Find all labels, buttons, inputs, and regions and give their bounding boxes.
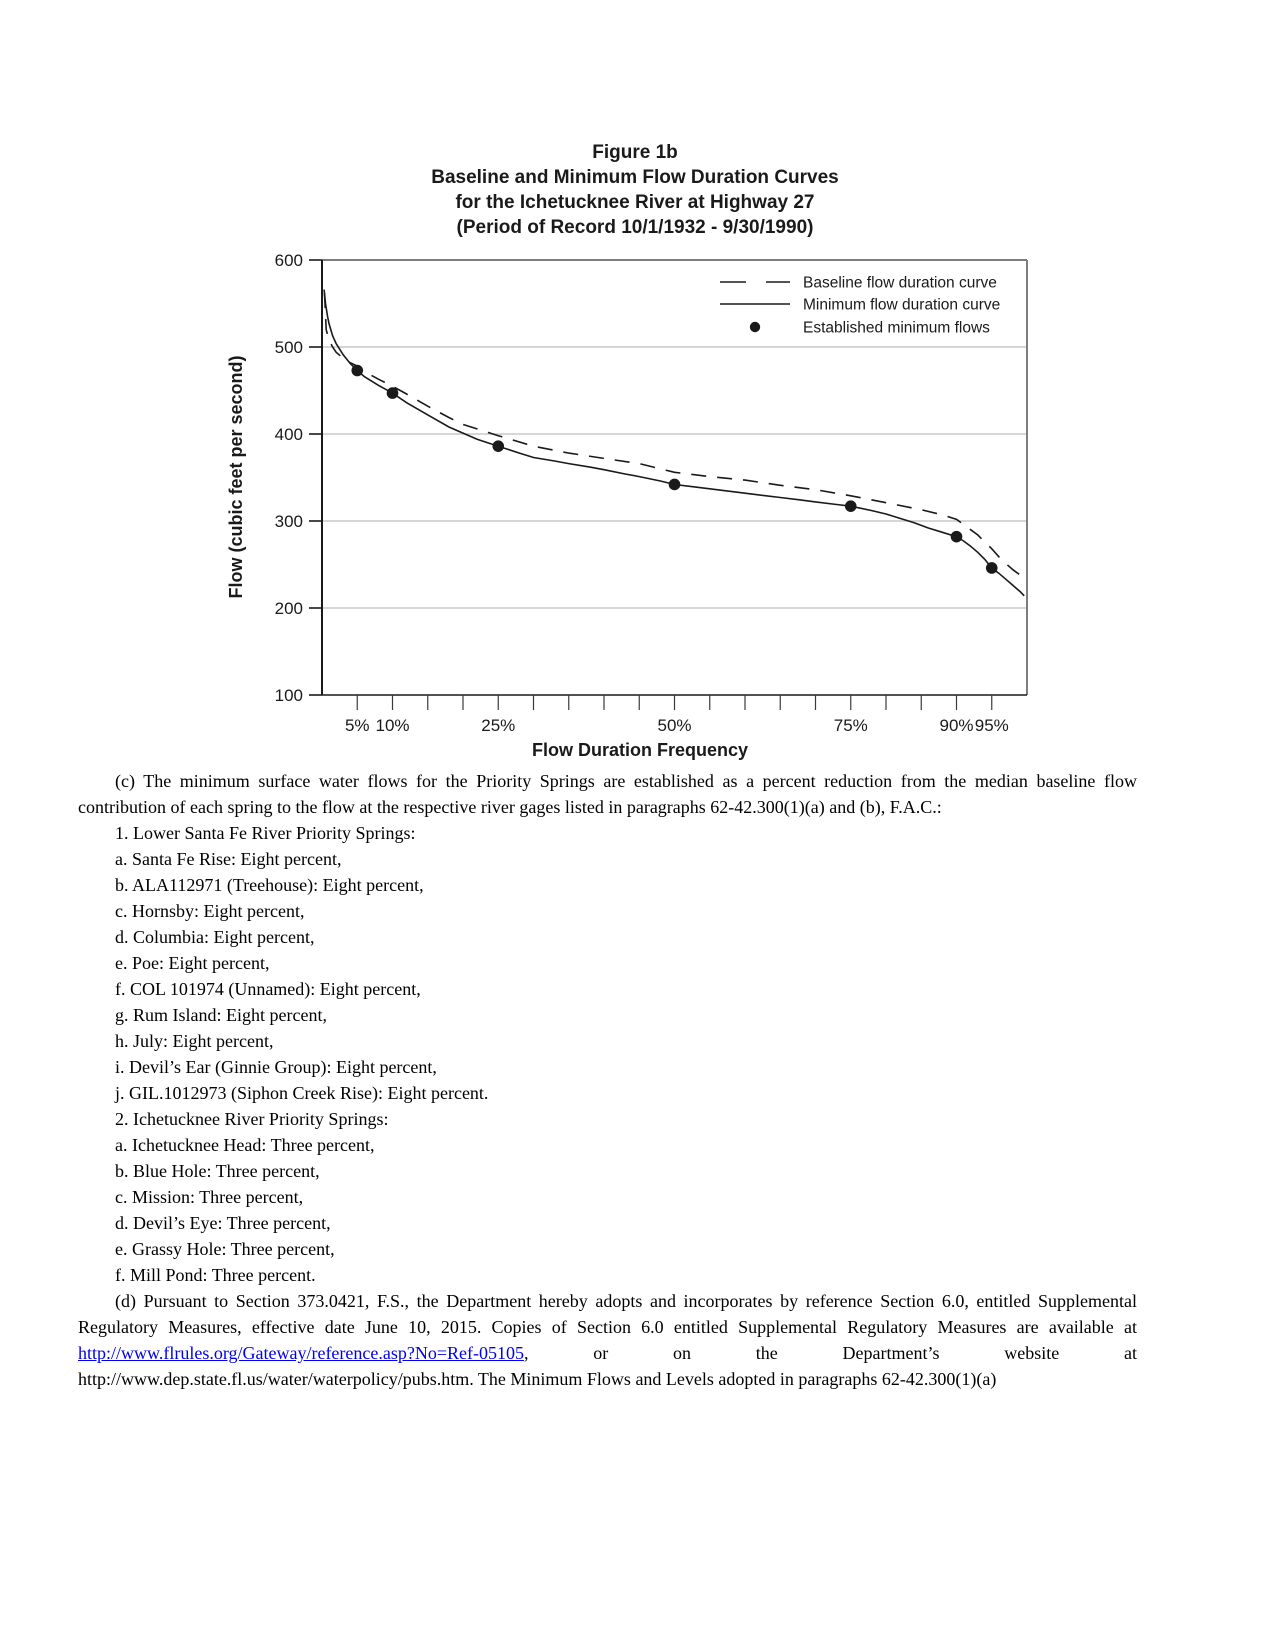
minimum-flow-dot bbox=[668, 478, 681, 491]
figure-title-line-3: for the Ichetucknee River at Highway 27 bbox=[455, 192, 815, 213]
body-text: (c) The minimum surface water flows for … bbox=[78, 768, 1137, 1392]
minimum-flow-dot bbox=[351, 364, 364, 377]
list-item: i. Devil’s Ear (Ginnie Group): Eight per… bbox=[115, 1057, 437, 1077]
x-axis-label: Flow Duration Frequency bbox=[532, 740, 748, 760]
list-item: a. Santa Fe Rise: Eight percent, bbox=[115, 849, 342, 869]
figure-1b: Figure 1b Baseline and Minimum Flow Dura… bbox=[222, 140, 1048, 773]
y-tick-label: 400 bbox=[275, 425, 303, 444]
list-item: a. Ichetucknee Head: Three percent, bbox=[115, 1135, 375, 1155]
y-tick-label: 100 bbox=[275, 686, 303, 705]
y-tick-label: 600 bbox=[275, 251, 303, 270]
y-axis-label: Flow (cubic feet per second) bbox=[226, 355, 246, 598]
minimum-flow-dot bbox=[985, 562, 998, 574]
flow-duration-chart: Flow (cubic feet per second) Flow Durati… bbox=[226, 251, 1028, 760]
list-item: h. July: Eight percent, bbox=[115, 1031, 274, 1051]
paragraph-d-text-after-link: , or on the Department’s website at http… bbox=[78, 1343, 1137, 1389]
list-item: 1. Lower Santa Fe River Priority Springs… bbox=[115, 823, 416, 843]
list-item: c. Hornsby: Eight percent, bbox=[115, 901, 305, 921]
x-tick-label: 95% bbox=[975, 716, 1009, 735]
baseline-flow-curve bbox=[323, 293, 1025, 580]
list-item: 2. Ichetucknee River Priority Springs: bbox=[115, 1109, 389, 1129]
list-item: e. Grassy Hole: Three percent, bbox=[115, 1239, 335, 1259]
y-tick-label: 200 bbox=[275, 599, 303, 618]
x-tick-label: 25% bbox=[481, 716, 515, 735]
x-tick-label: 5% bbox=[345, 716, 370, 735]
x-tick-label: 50% bbox=[657, 716, 691, 735]
legend-label: Minimum flow duration curve bbox=[803, 297, 1000, 314]
minimum-flow-dot bbox=[844, 500, 857, 513]
x-tick-label: 75% bbox=[834, 716, 868, 735]
list-item: f. Mill Pond: Three percent. bbox=[115, 1265, 316, 1285]
established-minimum-flows-dots bbox=[351, 364, 998, 574]
list-item: b. Blue Hole: Three percent, bbox=[115, 1161, 320, 1181]
list-item: j. GIL.1012973 (Siphon Creek Rise): Eigh… bbox=[115, 1083, 489, 1103]
minimum-flow-dot bbox=[492, 440, 505, 452]
minimum-flow-dot bbox=[950, 530, 963, 543]
x-axis-ticks: 5% 10% 25% 50% 75% 90% 95% bbox=[345, 695, 1009, 735]
y-axis-ticks: 600 500 400 300 200 100 bbox=[275, 251, 322, 705]
list-item: c. Mission: Three percent, bbox=[115, 1187, 304, 1207]
list-item: g. Rum Island: Eight percent, bbox=[115, 1005, 327, 1025]
x-tick-label: 90% bbox=[939, 716, 973, 735]
flrules-reference-link[interactable]: http://www.flrules.org/Gateway/reference… bbox=[78, 1343, 525, 1363]
springs-list: 1. Lower Santa Fe River Priority Springs… bbox=[78, 820, 1137, 1288]
y-tick-label: 500 bbox=[275, 338, 303, 357]
chart-legend: Baseline flow duration curve Minimum flow… bbox=[720, 275, 1000, 337]
figure-title-line-1: Figure 1b bbox=[592, 142, 678, 163]
figure-title-line-4: (Period of Record 10/1/1932 - 9/30/1990) bbox=[456, 217, 814, 238]
paragraph-d: (d) Pursuant to Section 373.0421, F.S., … bbox=[78, 1288, 1137, 1392]
legend-label: Baseline flow duration curve bbox=[803, 275, 997, 292]
gridlines bbox=[322, 346, 1027, 609]
figure-title-line-2: Baseline and Minimum Flow Duration Curve… bbox=[431, 167, 839, 188]
minimum-flow-dot bbox=[386, 387, 399, 399]
y-tick-label: 300 bbox=[275, 512, 303, 531]
list-item: d. Columbia: Eight percent, bbox=[115, 927, 315, 947]
list-item: f. COL 101974 (Unnamed): Eight percent, bbox=[115, 979, 421, 999]
legend-dot-sample bbox=[749, 321, 761, 333]
paragraph-d-text-before-link: (d) Pursuant to Section 373.0421, F.S., … bbox=[78, 1291, 1137, 1337]
x-tick-label: 10% bbox=[375, 716, 409, 735]
legend-label: Established minimum flows bbox=[803, 320, 990, 337]
plot-box bbox=[321, 259, 1028, 696]
paragraph-c: (c) The minimum surface water flows for … bbox=[78, 771, 1137, 817]
list-item: e. Poe: Eight percent, bbox=[115, 953, 270, 973]
list-item: b. ALA112971 (Treehouse): Eight percent, bbox=[115, 875, 424, 895]
list-item: d. Devil’s Eye: Three percent, bbox=[115, 1213, 331, 1233]
